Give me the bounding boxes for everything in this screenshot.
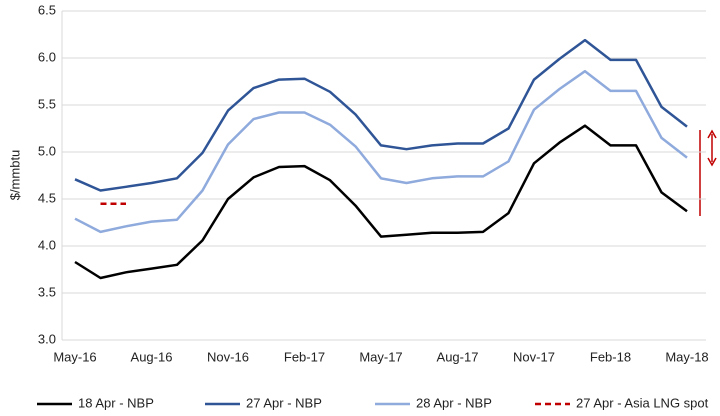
x-tick-label: Feb-18 (590, 349, 631, 364)
x-tick-label: May-18 (665, 349, 708, 364)
price-change-arrow (699, 129, 717, 216)
y-tick-label: 4.0 (38, 237, 56, 252)
y-tick-label: 3.5 (38, 284, 56, 299)
arrow-heads (707, 129, 717, 167)
y-axis-label: $/mmbtu (7, 150, 22, 201)
y-tick-label: 6.0 (38, 49, 56, 64)
x-tick-label: Aug-17 (437, 349, 479, 364)
x-tick-label: Nov-16 (207, 349, 249, 364)
legend-label: 28 Apr - NBP (416, 395, 492, 410)
y-tick-label: 3.0 (38, 331, 56, 346)
legend-label: 27 Apr - NBP (246, 395, 322, 410)
y-tick-label: 5.0 (38, 143, 56, 158)
x-tick-label: Feb-17 (284, 349, 325, 364)
series-line (74, 124, 688, 280)
y-tick-label: 4.5 (38, 190, 56, 205)
x-tick-label: May-17 (359, 349, 402, 364)
legend-label: 18 Apr - NBP (78, 395, 154, 410)
legend-label: 27 Apr - Asia LNG spot (576, 395, 709, 410)
y-tick-label: 6.5 (38, 2, 56, 17)
x-tick-label: Aug-16 (131, 349, 173, 364)
y-tick-label: 5.5 (38, 96, 56, 111)
series-line (74, 69, 688, 234)
series-line (74, 38, 688, 192)
x-tick-label: May-16 (53, 349, 96, 364)
x-tick-label: Nov-17 (513, 349, 555, 364)
